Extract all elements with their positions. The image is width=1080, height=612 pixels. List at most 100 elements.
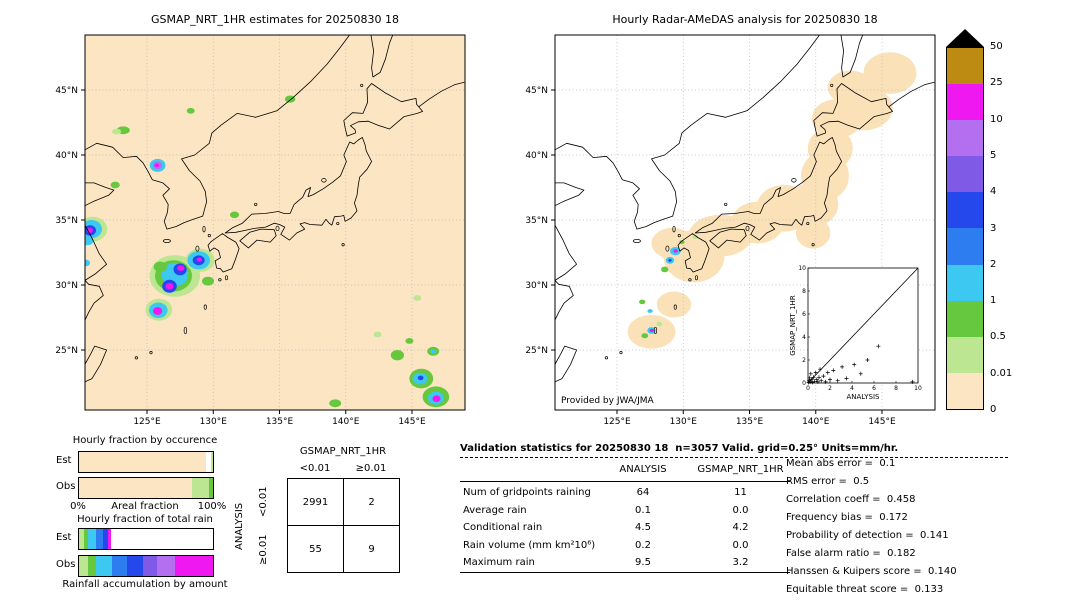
coastline [709, 228, 747, 249]
validation-stat-line: Equitable threat score = 0.133 [786, 584, 944, 595]
island-outline [183, 326, 188, 335]
island-outline [336, 221, 340, 226]
coastline [694, 137, 842, 241]
bar-segment [143, 556, 157, 576]
colorbar-overflow-triangle [946, 29, 984, 47]
island-outline [254, 202, 258, 206]
rain-blob [229, 211, 240, 219]
colorbar-tick-label: 3 [990, 222, 997, 234]
lat-tick-label: 30°N [525, 281, 548, 291]
scatter-point [858, 371, 863, 376]
bar-segment [79, 478, 192, 498]
rain-blob [85, 236, 94, 246]
rain-blob [430, 349, 436, 354]
colorbar-band [947, 156, 983, 193]
rain-blob [202, 276, 214, 286]
inset-x-tick-label: 10 [914, 385, 922, 392]
radar-coverage-blob [656, 291, 692, 318]
scatter-point [815, 379, 820, 384]
inset-ylabel: GSMAP_NRT_1HR [789, 295, 797, 356]
island-outline [275, 225, 280, 232]
coastline [888, 81, 935, 108]
validation-gsmap-value: 0.0 [732, 504, 749, 516]
bar-segment [96, 529, 104, 549]
island-outline [218, 278, 222, 282]
coastline [555, 225, 577, 321]
scatter-point [844, 376, 849, 381]
coastline [207, 233, 240, 273]
lat-tick-label: 45°N [55, 86, 78, 96]
validation-row-label: Maximum rain [463, 557, 535, 568]
island-outline [134, 356, 139, 360]
occurrence-obs-bar [78, 477, 214, 499]
total-rain-caption: Rainfall accumulation by amount [62, 579, 228, 590]
island-outline [806, 221, 810, 226]
island-outline [224, 275, 229, 281]
validation-analysis-value: 64 [636, 487, 650, 498]
bar-segment [175, 556, 213, 576]
colorbar-tick-label: 0.01 [990, 367, 1013, 379]
inset-y-tick-label: 8 [802, 288, 806, 295]
island-outline [632, 239, 641, 243]
lon-tick-label: 145°E [868, 417, 896, 427]
scatter-point [818, 367, 823, 372]
coastline [85, 124, 222, 230]
island-outline [830, 83, 834, 87]
island-outline [619, 351, 623, 355]
validation-col-gsmap: GSMAP_NRT_1HR [697, 464, 784, 475]
inset-x-tick-label: 4 [850, 385, 854, 392]
bar-segment [156, 556, 176, 576]
island-outline [203, 304, 207, 310]
inset-y-tick-label: 6 [802, 311, 806, 318]
validation-bottom-rule [460, 572, 790, 573]
island-outline [195, 245, 200, 252]
rain-blob [153, 307, 163, 315]
bar-segment [79, 529, 85, 549]
contingency-col-group: GSMAP_NRT_1HR [299, 446, 387, 457]
rain-blob [85, 259, 91, 267]
colorbar-band [947, 48, 983, 85]
lat-tick-label: 35°N [525, 216, 548, 226]
rain-blob [639, 299, 646, 305]
lon-tick-label: 135°E [266, 417, 294, 427]
occurrence-est-label: Est [56, 455, 72, 466]
scatter-point [808, 371, 813, 376]
inset-y-tick-label: 2 [802, 357, 806, 364]
rain-blob [679, 240, 685, 245]
rain-blob [153, 261, 167, 272]
lon-tick-label: 135°E [736, 417, 764, 427]
scatter-point [817, 375, 821, 380]
validation-row-label: Average rain [463, 504, 527, 516]
rain-blob [413, 295, 422, 301]
bar-segment [206, 452, 211, 472]
rain-blob [165, 283, 174, 290]
colorbar-tick-label: 5 [990, 149, 997, 161]
colorbar-band [947, 372, 983, 409]
scatter-point [814, 377, 819, 382]
inset-y-tick-label: 10 [798, 265, 806, 272]
inset-x-tick-label: 6 [872, 385, 876, 392]
validation-stat-line: Hanssen & Kuipers score = 0.140 [786, 566, 957, 577]
coastline [555, 124, 692, 230]
contingency-cell-01: 2 [343, 478, 400, 526]
contingency-cell-10: 55 [287, 525, 344, 573]
island-outline [162, 239, 171, 243]
inset-y-tick-label: 4 [802, 334, 806, 341]
validation-col-analysis: ANALYSIS [619, 464, 667, 475]
validation-stat-line: False alarm ratio = 0.182 [786, 548, 916, 559]
radar-coverage-blob [795, 217, 831, 249]
total-est-bar [78, 528, 214, 550]
colorbar-tick-label: 10 [990, 113, 1003, 125]
rain-blob [329, 399, 342, 408]
island-outline [202, 225, 206, 233]
rain-blob [417, 375, 424, 381]
colorbar-tick-label: 0 [990, 404, 997, 415]
rain-blob [649, 328, 654, 333]
bar-segment [108, 529, 112, 549]
total-rain-title: Hourly fraction of total rain [77, 514, 213, 525]
lat-tick-label: 40°N [525, 151, 548, 161]
validation-row-label: Conditional rain [463, 522, 543, 533]
lon-tick-label: 145°E [398, 417, 426, 427]
radar-amedas-map: 125°E 130°E 135°E 140°E 145°E 25°N 30°N 35°N 40°… [525, 34, 936, 427]
